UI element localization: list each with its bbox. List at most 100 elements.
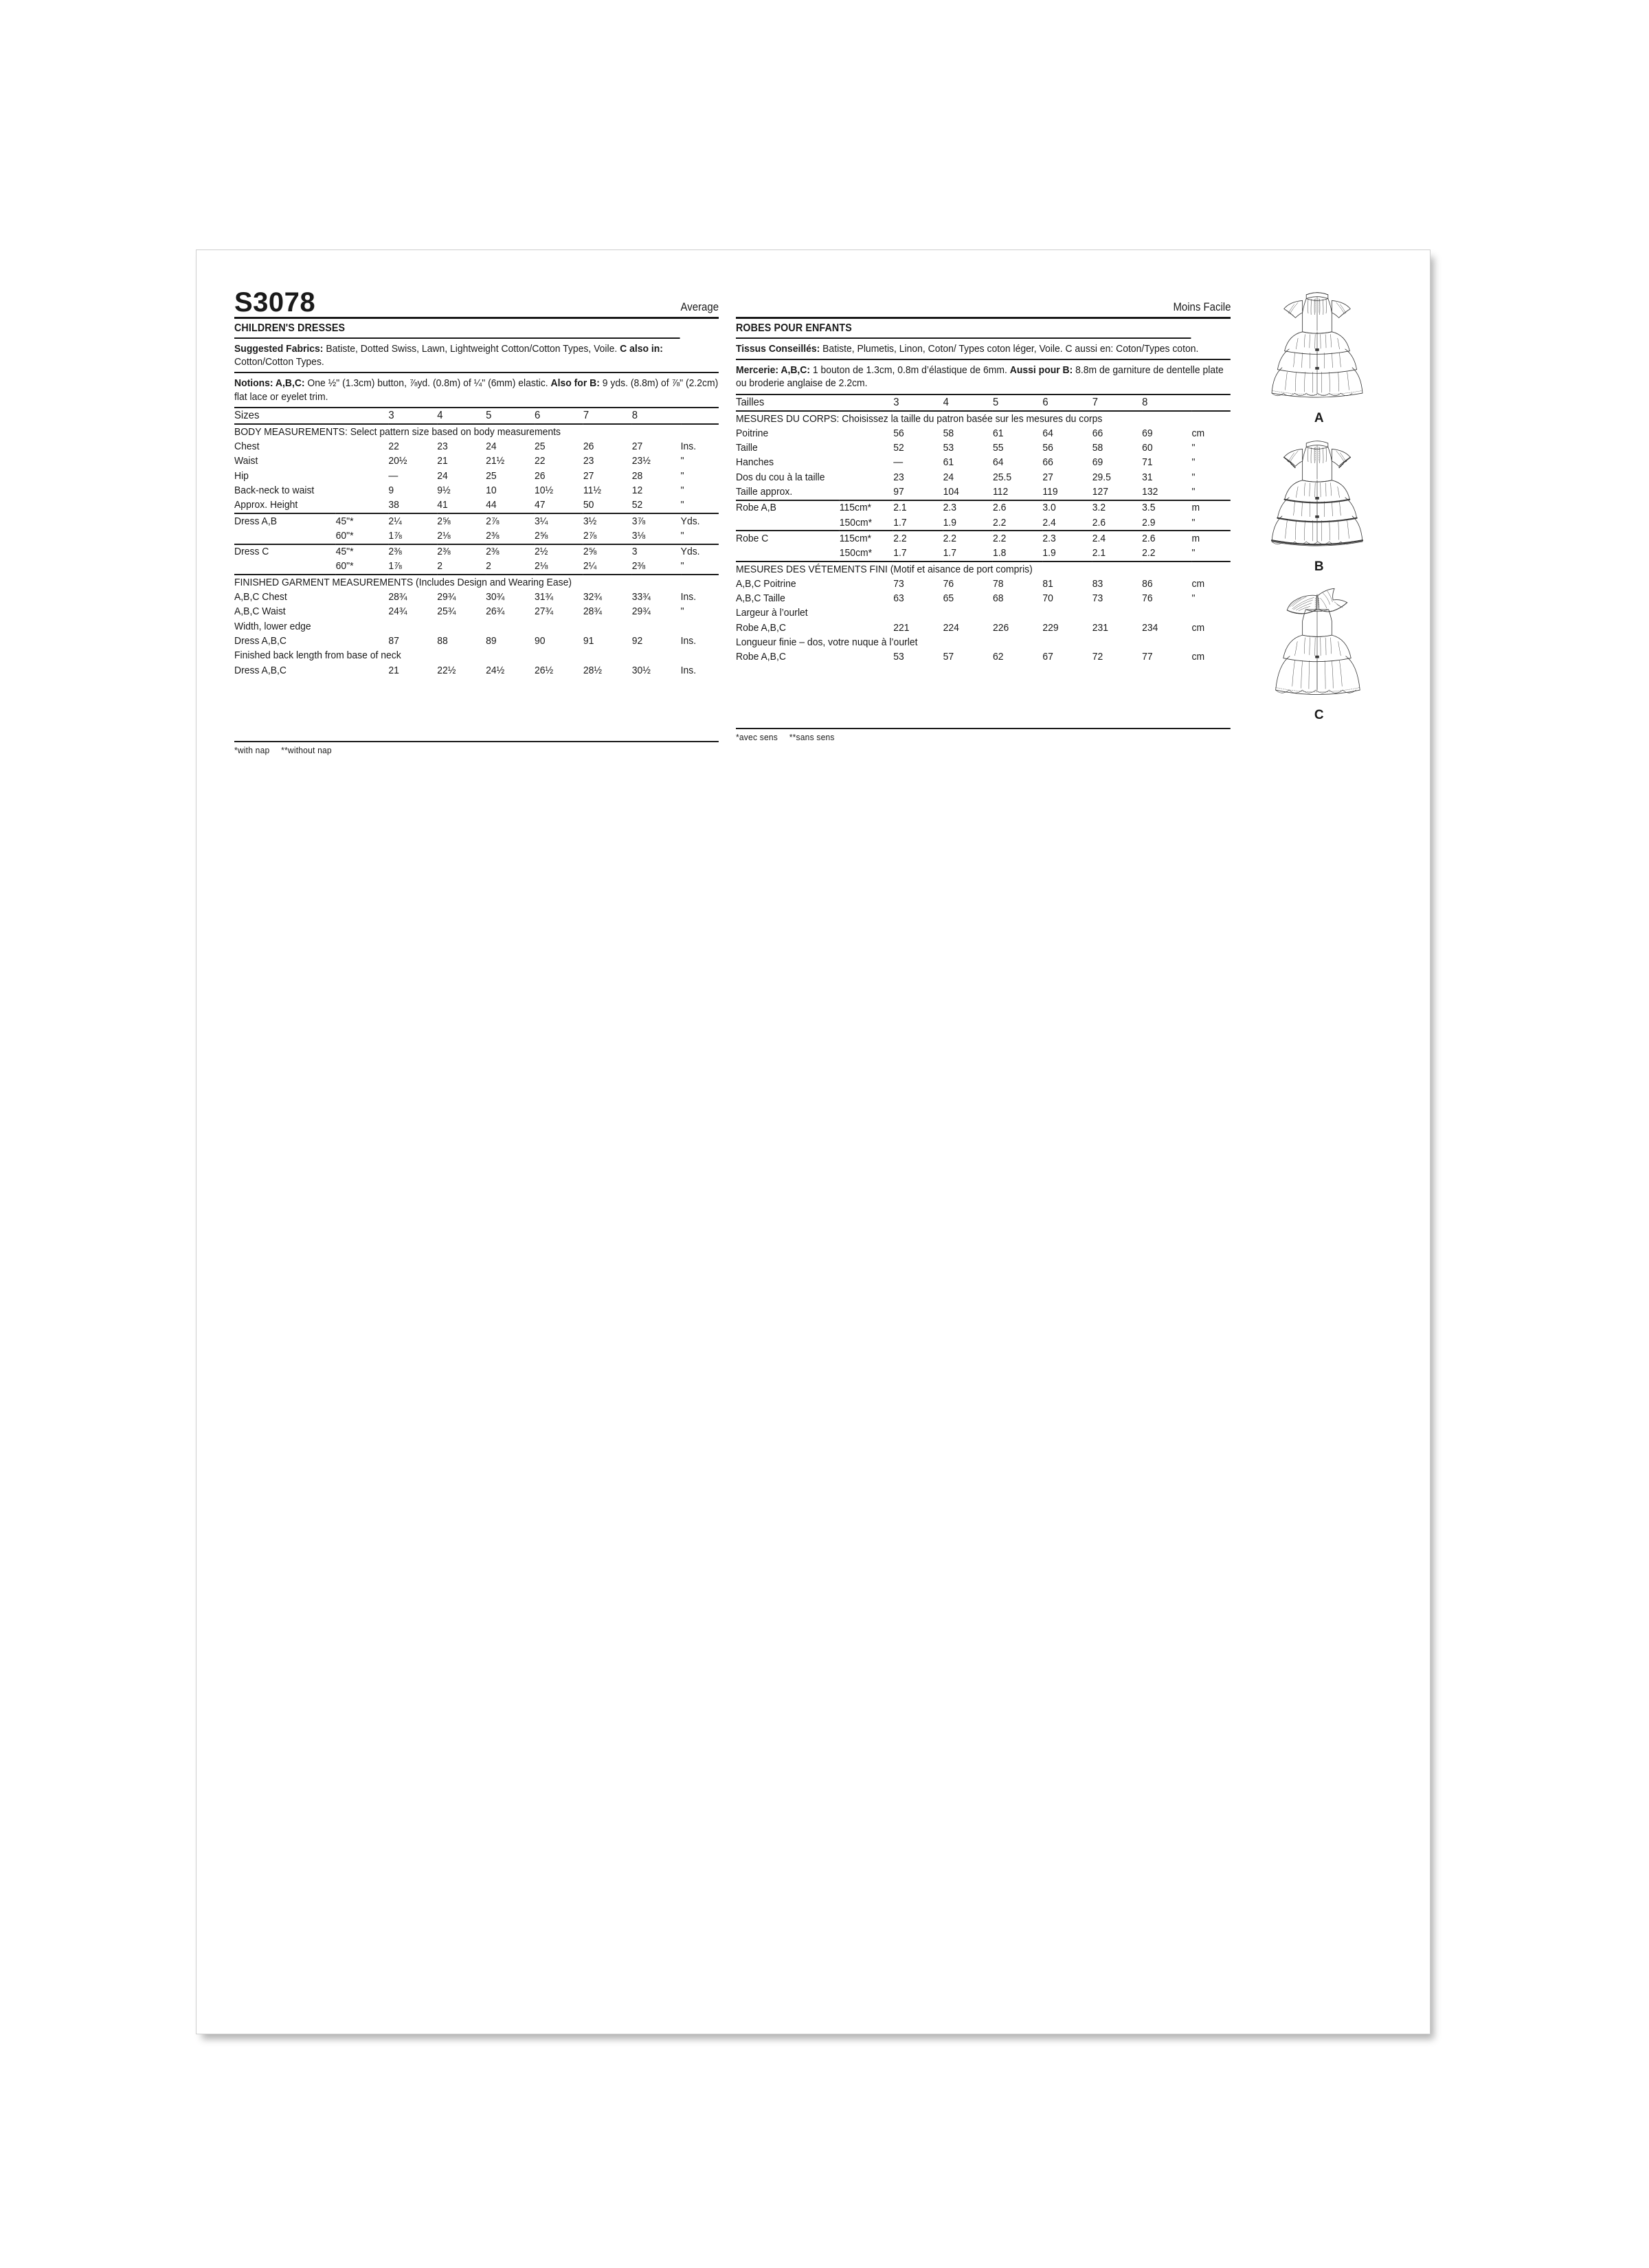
fabrics-text-en: Batiste, Dotted Swiss, Lawn, Lightweight… bbox=[323, 343, 620, 355]
row-unit: Ins. bbox=[680, 664, 697, 676]
row-sub bbox=[336, 634, 389, 648]
french-header: Moins Facile bbox=[736, 285, 1231, 319]
fabrics-label-en: Suggested Fabrics: bbox=[234, 343, 324, 355]
row-sub bbox=[840, 650, 893, 665]
footnotes-fr: *avec sens **sans sens bbox=[736, 728, 1231, 742]
category-title-en: CHILDREN'S DRESSES bbox=[234, 319, 680, 339]
table-row: Robe A,B,C 53 57 62 67 72 77 cm bbox=[736, 650, 1231, 665]
fabrics-text2-en: Cotton/Cotton Types. bbox=[234, 356, 324, 368]
table-row: Dress A,B 45"* 2¼ 2⅝ 2⅞ 3¼ 3½ 3⅞ Yds. bbox=[234, 513, 719, 529]
row-sub: 150cm* bbox=[839, 515, 894, 532]
size-unit-en bbox=[680, 408, 719, 425]
row-label: A,B,C Poitrine bbox=[736, 577, 796, 590]
illustration-label-c: C bbox=[1314, 708, 1325, 722]
suggested-fabrics-en: Suggested Fabrics: Batiste, Dotted Swiss… bbox=[234, 339, 719, 374]
row-sub bbox=[840, 621, 893, 635]
row-unit: " bbox=[1191, 442, 1196, 454]
row-sub bbox=[840, 456, 893, 470]
table-row: Approx. Height 38 41 44 47 50 52 " bbox=[234, 498, 719, 515]
table-row: Robe C 115cm* 2.2 2.2 2.2 2.3 2.4 2.6 m bbox=[736, 531, 1231, 546]
dress-view-a-icon bbox=[1271, 292, 1362, 398]
row-unit: " bbox=[680, 605, 684, 618]
finished-measurements-header-fr: MESURES DES VÉTEMENTS FINI (Motif et ais… bbox=[736, 563, 1033, 575]
row-label bbox=[234, 529, 336, 545]
row-sub bbox=[336, 440, 389, 454]
row-sub bbox=[335, 498, 389, 515]
notions-label2-fr: Aussi pour B: bbox=[1009, 364, 1073, 377]
measurements-table-en: Sizes 3 4 5 6 7 8 BODY MEASUREMENTS: Sel… bbox=[234, 408, 719, 678]
finished-measurements-header-en: FINISHED GARMENT MEASUREMENTS (Includes … bbox=[234, 576, 572, 588]
notions-label-en: Notions: A,B,C: bbox=[234, 377, 305, 390]
row-unit: m bbox=[1191, 502, 1200, 514]
illustration-view-c: C bbox=[1263, 581, 1376, 723]
row-label bbox=[736, 515, 840, 532]
row-label: Robe A,B,C bbox=[736, 621, 786, 634]
table-row: Robe A,B 115cm* 2.1 2.3 2.6 3.0 3.2 3.5 … bbox=[736, 500, 1231, 515]
category-title-fr: ROBES POUR ENFANTS bbox=[736, 319, 1191, 339]
difficulty-level-fr: Moins Facile bbox=[1173, 300, 1231, 314]
size-col-3-fr: 6 bbox=[1042, 394, 1092, 412]
footnotes-en: *with nap **without nap bbox=[234, 741, 719, 755]
footnote-sans-sens: **sans sens bbox=[789, 732, 835, 743]
illustrations-column: A bbox=[1231, 285, 1395, 723]
row-label: Dress A,B bbox=[234, 515, 278, 527]
table-row: Taille 52 53 55 56 58 60 " bbox=[736, 441, 1231, 456]
row-unit: cm bbox=[1191, 577, 1205, 590]
table-row: Waist 20½ 21 21½ 22 23 23½ " bbox=[234, 454, 719, 469]
row-label bbox=[234, 559, 336, 576]
notions-text-fr: 1 bouton de 1.3cm, 0.8m d’élastique de 6… bbox=[810, 364, 1010, 377]
row-unit: " bbox=[1191, 456, 1196, 469]
row-label: Robe C bbox=[736, 532, 769, 544]
row-sub bbox=[840, 577, 893, 591]
table-row: Taille approx. 97 104 112 119 127 132 " bbox=[736, 485, 1231, 501]
dress-view-b-icon bbox=[1270, 441, 1363, 546]
row-label: Chest bbox=[234, 441, 260, 453]
row-unit: " bbox=[1191, 592, 1196, 605]
row-unit: " bbox=[1191, 485, 1231, 501]
row-sub bbox=[840, 441, 893, 456]
width-lower-edge-header-en: Width, lower edge bbox=[234, 620, 311, 632]
row-sub bbox=[839, 485, 894, 501]
row-sub bbox=[840, 592, 893, 606]
measurements-table-fr: Tailles 3 4 5 6 7 8 MESURES DU CORPS: Ch… bbox=[736, 394, 1231, 665]
row-unit: " bbox=[680, 498, 719, 515]
size-col-4-en: 7 bbox=[583, 408, 632, 425]
row-sub bbox=[336, 663, 389, 678]
row-label: Poitrine bbox=[736, 427, 769, 439]
footnote-without-nap: **without nap bbox=[281, 745, 332, 756]
row-sub: 45"* bbox=[335, 515, 354, 527]
table-row: Dress A,B,C 87 88 89 90 91 92 Ins. bbox=[234, 634, 719, 648]
table-row: Hip — 24 25 26 27 28 " bbox=[234, 469, 719, 483]
notions-label2-en: Also for B: bbox=[550, 377, 600, 390]
size-col-2-fr: 5 bbox=[992, 394, 1043, 412]
size-col-5-en: 8 bbox=[631, 408, 681, 425]
body-measurements-header-fr: MESURES DU CORPS: Choisissez la taille d… bbox=[736, 412, 1103, 425]
row-unit: " bbox=[1191, 546, 1231, 563]
body-measurements-header-en: BODY MEASUREMENTS: Select pattern size b… bbox=[234, 425, 561, 438]
table-row: Poitrine 56 58 61 64 66 69 cm bbox=[736, 426, 1231, 441]
fabrics-text-fr: Batiste, Plumetis, Linon, Coton/ Types c… bbox=[820, 343, 1199, 355]
row-label: Hip bbox=[234, 469, 249, 482]
illustration-label-b: B bbox=[1314, 559, 1325, 574]
table-row: Dress A,B,C 21 22½ 24½ 26½ 28½ 30½ Ins. bbox=[234, 663, 719, 678]
table-row: 60"* 1⅞ 2⅛ 2⅜ 2⅝ 2⅞ 3⅛ " bbox=[234, 529, 719, 545]
row-label: Taille approx. bbox=[736, 485, 840, 501]
footnote-avec-sens: *avec sens bbox=[736, 732, 778, 743]
table-row: Dos du cou à la taille 23 24 25.5 27 29.… bbox=[736, 470, 1231, 485]
size-col-3-en: 6 bbox=[535, 408, 583, 425]
size-col-1-fr: 4 bbox=[943, 394, 993, 412]
row-label: Dos du cou à la taille bbox=[736, 471, 825, 483]
row-sub bbox=[336, 605, 389, 619]
row-unit: " bbox=[680, 469, 684, 482]
back-length-header-en: Finished back length from base of neck bbox=[234, 649, 401, 662]
row-unit: " bbox=[680, 529, 719, 545]
table-row: Chest 22 23 24 25 26 27 Ins. bbox=[234, 440, 719, 454]
row-sub: 60"* bbox=[335, 529, 389, 545]
size-unit-fr bbox=[1191, 394, 1231, 412]
row-sub: 115cm* bbox=[839, 532, 872, 544]
sizes-label-en: Sizes bbox=[234, 408, 389, 425]
table-row: Robe A,B,C 221 224 226 229 231 234 cm bbox=[736, 621, 1231, 635]
row-unit: m bbox=[1191, 532, 1200, 544]
sizes-label-fr: Tailles bbox=[736, 394, 894, 412]
table-row: A,B,C Waist 24¾ 25¾ 26¾ 27¾ 28¾ 29¾ " bbox=[234, 605, 719, 619]
